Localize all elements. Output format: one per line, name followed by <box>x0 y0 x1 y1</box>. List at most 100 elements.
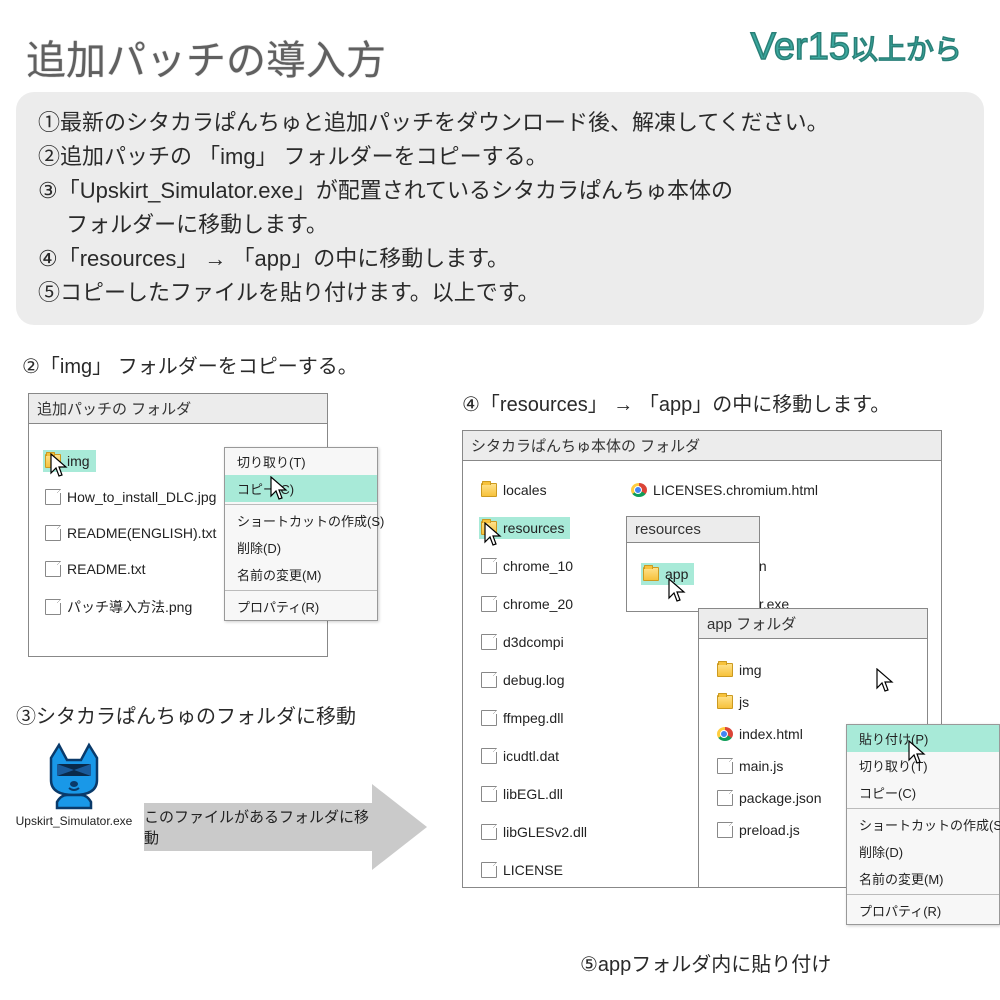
file-row[interactable]: app <box>641 563 694 585</box>
file-row[interactable]: LICENSE <box>479 859 589 881</box>
instruction-line: ③「Upskirt_Simulator.exe」が配置されているシタカラぱんちゅ… <box>38 174 962 208</box>
file-name: debug.log <box>503 672 565 688</box>
step4-caption: ④「resources」 → 「app」の中に移動します。 <box>462 388 890 417</box>
file-icon <box>481 672 497 688</box>
file-name: img <box>739 662 762 678</box>
context-menu-item[interactable]: 切り取り(T) <box>225 448 377 475</box>
step3-caption: ③シタカラぱんちゅのフォルダに移動 <box>16 700 356 729</box>
main-window-title: シタカラぱんちゅ本体の フォルダ <box>463 431 941 461</box>
main-col-left: locales resources chrome_10 chrome_20 d3dcom… <box>479 479 589 889</box>
file-name: README.txt <box>67 561 146 577</box>
file-name: main.js <box>739 758 783 774</box>
file-row[interactable]: d3dcompi <box>479 631 589 653</box>
file-row[interactable]: libGLESv2.dll <box>479 821 589 843</box>
file-row[interactable]: img <box>43 450 96 472</box>
file-name: preload.js <box>739 822 800 838</box>
file-row[interactable]: locales <box>479 479 589 501</box>
file-row[interactable]: LICENSES.chromium.html <box>629 479 820 501</box>
resources-window-title: resources <box>627 517 759 543</box>
context-menu-item[interactable]: 貼り付け(P) <box>847 725 999 752</box>
context-menu-item[interactable]: コピー(C) <box>225 475 377 502</box>
resources-window-body: app <box>627 543 759 607</box>
instruction-line: ①最新のシタカラぱんちゅと追加パッチをダウンロード後、解凍してください。 <box>38 106 962 140</box>
file-icon <box>481 710 497 726</box>
instruction-line: ④「resources」 → 「app」の中に移動します。 <box>38 242 962 276</box>
context-menu-separator <box>847 894 999 895</box>
file-icon <box>45 489 61 505</box>
context-menu-item[interactable]: コピー(C) <box>847 779 999 806</box>
file-row[interactable]: ffmpeg.dll <box>479 707 589 729</box>
folder-icon <box>717 663 733 677</box>
context-menu-item[interactable]: プロパティ(R) <box>847 897 999 924</box>
instruction-line: ⑤コピーしたファイルを貼り付けます。以上です。 <box>38 276 962 310</box>
file-name: libGLESv2.dll <box>503 824 587 840</box>
step2-caption: ②「img」 フォルダーをコピーする。 <box>22 350 358 379</box>
context-menu-paste[interactable]: 貼り付け(P)切り取り(T)コピー(C) ショートカットの作成(S)削除(D)名前… <box>846 724 1000 925</box>
context-menu-item[interactable]: ショートカットの作成(S) <box>225 507 377 534</box>
arrow: このファイルがあるフォルダに移動 <box>144 792 434 862</box>
file-name: libEGL.dll <box>503 786 563 802</box>
file-row[interactable]: debug.log <box>479 669 589 691</box>
folder-icon <box>481 521 497 535</box>
exe-label: Upskirt_Simulator.exe <box>14 814 134 828</box>
version-badge: Ver15以上から <box>751 26 962 69</box>
file-name: index.html <box>739 726 803 742</box>
file-row[interactable]: chrome_10 <box>479 555 589 577</box>
file-row[interactable]: icudtl.dat <box>479 745 589 767</box>
file-name: icudtl.dat <box>503 748 559 764</box>
file-icon <box>45 599 61 615</box>
file-row[interactable]: libEGL.dll <box>479 783 589 805</box>
exe-shortcut[interactable]: Upskirt_Simulator.exe <box>14 740 134 828</box>
version-suffix: 以上から <box>850 34 962 65</box>
file-icon <box>481 558 497 574</box>
resources-window: resources app <box>626 516 760 612</box>
folder-icon <box>717 695 733 709</box>
file-name: package.json <box>739 790 822 806</box>
file-row[interactable]: img <box>715 659 911 681</box>
file-row[interactable]: js <box>715 691 911 713</box>
file-name: ffmpeg.dll <box>503 710 563 726</box>
version-number: Ver15 <box>751 26 850 68</box>
context-menu-copy[interactable]: 切り取り(T)コピー(C) ショートカットの作成(S)削除(D)名前の変更(M) プ… <box>224 447 378 621</box>
instruction-line: フォルダーに移動します。 <box>38 208 962 242</box>
context-menu-separator <box>225 504 377 505</box>
folder-icon <box>481 483 497 497</box>
context-menu-item[interactable]: 削除(D) <box>225 534 377 561</box>
file-name: locales <box>503 482 547 498</box>
file-name: app <box>665 566 688 582</box>
file-icon <box>481 634 497 650</box>
instruction-line: ②追加パッチの 「img」 フォルダーをコピーする。 <box>38 140 962 174</box>
file-row[interactable]: chrome_20 <box>479 593 589 615</box>
context-menu-item[interactable]: 名前の変更(M) <box>225 561 377 588</box>
chrome-icon <box>631 483 647 497</box>
file-icon <box>717 758 733 774</box>
folder-icon <box>643 567 659 581</box>
cat-icon <box>39 740 109 810</box>
context-menu-item[interactable]: 削除(D) <box>847 838 999 865</box>
file-icon <box>45 561 61 577</box>
context-menu-separator <box>847 808 999 809</box>
context-menu-item[interactable]: プロパティ(R) <box>225 593 377 620</box>
context-menu-item[interactable]: 切り取り(T) <box>847 752 999 779</box>
file-name: resources <box>503 520 564 536</box>
folder-icon <box>45 454 61 468</box>
file-icon <box>481 748 497 764</box>
file-name: How_to_install_DLC.jpg <box>67 489 216 505</box>
context-menu-item[interactable]: 名前の変更(M) <box>847 865 999 892</box>
step5-caption: ⑤appフォルダ内に貼り付け <box>580 948 831 977</box>
chrome-icon <box>717 727 733 741</box>
file-icon <box>481 862 497 878</box>
file-name: js <box>739 694 749 710</box>
instructions-box: ①最新のシタカラぱんちゅと追加パッチをダウンロード後、解凍してください。 ②追加… <box>16 92 984 325</box>
context-menu-item[interactable]: ショートカットの作成(S) <box>847 811 999 838</box>
file-name: README(ENGLISH).txt <box>67 525 216 541</box>
file-row[interactable]: resources <box>479 517 570 539</box>
file-icon <box>45 525 61 541</box>
file-icon <box>481 786 497 802</box>
file-name: d3dcompi <box>503 634 564 650</box>
file-icon <box>717 822 733 838</box>
context-menu-separator <box>225 590 377 591</box>
file-name: img <box>67 453 90 469</box>
file-icon <box>481 824 497 840</box>
arrow-label: このファイルがあるフォルダに移動 <box>144 803 374 851</box>
